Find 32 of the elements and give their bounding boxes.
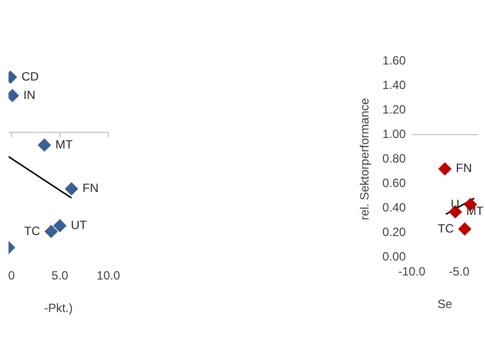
annotation: UT	[70, 218, 88, 232]
annotation: IN	[23, 88, 36, 102]
point	[53, 219, 66, 232]
x-tick-label: -5.0	[448, 264, 470, 279]
annotation: MT	[466, 204, 484, 218]
point	[44, 224, 58, 238]
annotation: CD	[21, 69, 40, 84]
point	[458, 222, 472, 236]
y-tick-label: 1.00	[382, 126, 406, 141]
annotation: FN	[456, 161, 472, 176]
annotation: FN	[82, 181, 99, 196]
y-tick-label: 1.40	[382, 78, 406, 92]
x-tick-label: -10.0	[398, 264, 426, 279]
x-tick-label: 0	[8, 268, 16, 283]
point	[438, 162, 452, 176]
annotation: TC	[24, 224, 40, 238]
y-tick-label: 0.60	[382, 176, 406, 190]
annotation: TC	[438, 221, 454, 236]
y-tick-label: 1.60	[382, 53, 406, 68]
y-axis-title: rel. Sektorperformance	[358, 98, 372, 220]
y-tick-label: 0.20	[382, 224, 406, 239]
x-axis-title: -Pkt.)	[44, 301, 73, 316]
point	[65, 182, 78, 196]
point	[38, 138, 51, 152]
x-tick-label: 10.0	[96, 268, 120, 283]
y-tick-label: 0.80	[382, 151, 406, 166]
annotation: MT	[55, 137, 74, 152]
y-tick-label: 0.00	[382, 250, 406, 264]
y-tick-label: 1.20	[382, 102, 406, 116]
y-tick-label: 0.40	[382, 200, 406, 214]
x-axis-title: Se	[438, 297, 453, 312]
x-tick-label: 5.0	[52, 268, 69, 283]
